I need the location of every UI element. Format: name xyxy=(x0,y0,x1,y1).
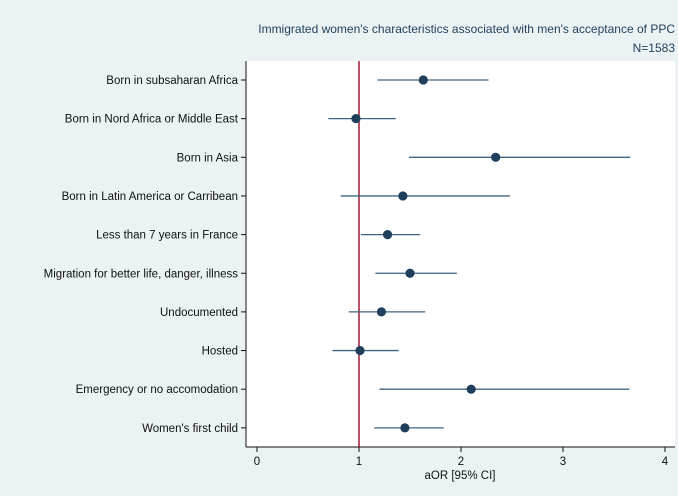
y-tick-label: Hosted xyxy=(202,346,238,358)
x-axis-ticks: 0 1 2 3 4 xyxy=(254,447,669,468)
point-estimate xyxy=(376,307,387,317)
y-tick-label: Emergency or no accomodation xyxy=(76,384,238,396)
point-estimate xyxy=(466,384,476,394)
y-tick-label: Born in Latin America or Carribean xyxy=(62,191,238,203)
x-tick-label: 1 xyxy=(356,456,362,468)
y-tick-label: Less than 7 years in France xyxy=(96,230,238,242)
y-tick-label: Born in Nord Africa or Middle East xyxy=(65,114,239,126)
y-tick-label: Undocumented xyxy=(160,307,238,319)
point-estimate xyxy=(400,423,410,433)
point-estimate xyxy=(405,268,415,278)
y-tick-label: Migration for better life, danger, illne… xyxy=(44,268,239,280)
data-rows: Born in subsaharan Africa Born in Nord Af… xyxy=(44,75,631,435)
x-tick-label: 0 xyxy=(254,456,260,468)
y-tick-label: Women's first child xyxy=(142,423,238,435)
x-tick-label: 3 xyxy=(560,456,566,468)
point-estimate xyxy=(351,114,361,124)
plot-area xyxy=(246,61,675,447)
point-estimate xyxy=(398,191,408,201)
point-estimate xyxy=(418,75,428,85)
y-tick-label: Born in Asia xyxy=(177,152,239,164)
x-tick-label: 4 xyxy=(662,456,669,468)
x-axis-label: aOR [95% CI] xyxy=(425,470,496,482)
y-tick-label: Born in subsaharan Africa xyxy=(106,75,238,87)
point-estimate xyxy=(491,152,501,162)
chart-title: Immigrated women's characteristics assoc… xyxy=(258,22,675,36)
point-estimate xyxy=(355,345,365,356)
x-tick-label: 2 xyxy=(458,456,464,468)
chart-subtitle: N=1583 xyxy=(633,41,676,55)
point-estimate xyxy=(382,230,393,240)
